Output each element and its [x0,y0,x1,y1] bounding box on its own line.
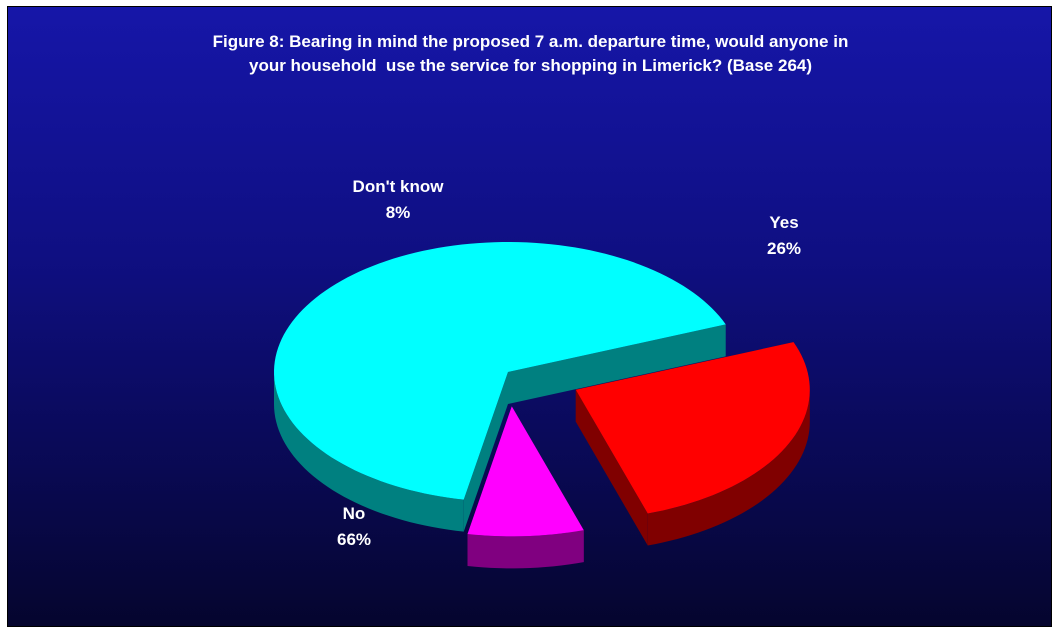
slice-label-yes: Yes 26% [767,210,801,262]
slice-label-dont-know-value: 8% [385,203,411,222]
chart-title-line-1: Figure 8: Bearing in mind the proposed 7… [212,32,849,51]
pie-slice-no-top [274,242,726,500]
chart-area: Figure 8: Bearing in mind the proposed 7… [7,6,1052,627]
pie-slice-no-edge-0 [508,324,726,404]
slice-label-dont-know-name: Don't know [352,177,444,196]
chart-title-line-2: your household use the service for shopp… [248,56,813,75]
chart-title: Figure 8: Bearing in mind the proposed 7… [48,30,1013,78]
pie-slice-yes-edge-0 [575,389,648,546]
slice-label-no-name: No [342,504,366,523]
pie-slice-no-wall-0 [274,372,464,532]
pie-chart [274,242,810,569]
pie-slice-don-t-know-top [467,406,584,537]
slice-label-yes-name: Yes [769,213,799,232]
pie-slice-yes-top [575,342,810,514]
pie-slice-yes [575,342,810,546]
pie-slice-don-t-know-wall-0 [467,530,584,569]
pie-slice-don-t-know [467,406,584,569]
slice-label-dont-know: Don't know 8% [353,174,444,226]
pie-slice-yes-wall-0 [647,389,810,546]
pie-slice-no-edge-1 [463,372,508,532]
pie-slice-no [274,242,726,532]
slice-label-yes-value: 26% [766,239,802,258]
slice-label-no-value: 66% [336,530,372,549]
slice-label-no: No 66% [337,501,371,553]
